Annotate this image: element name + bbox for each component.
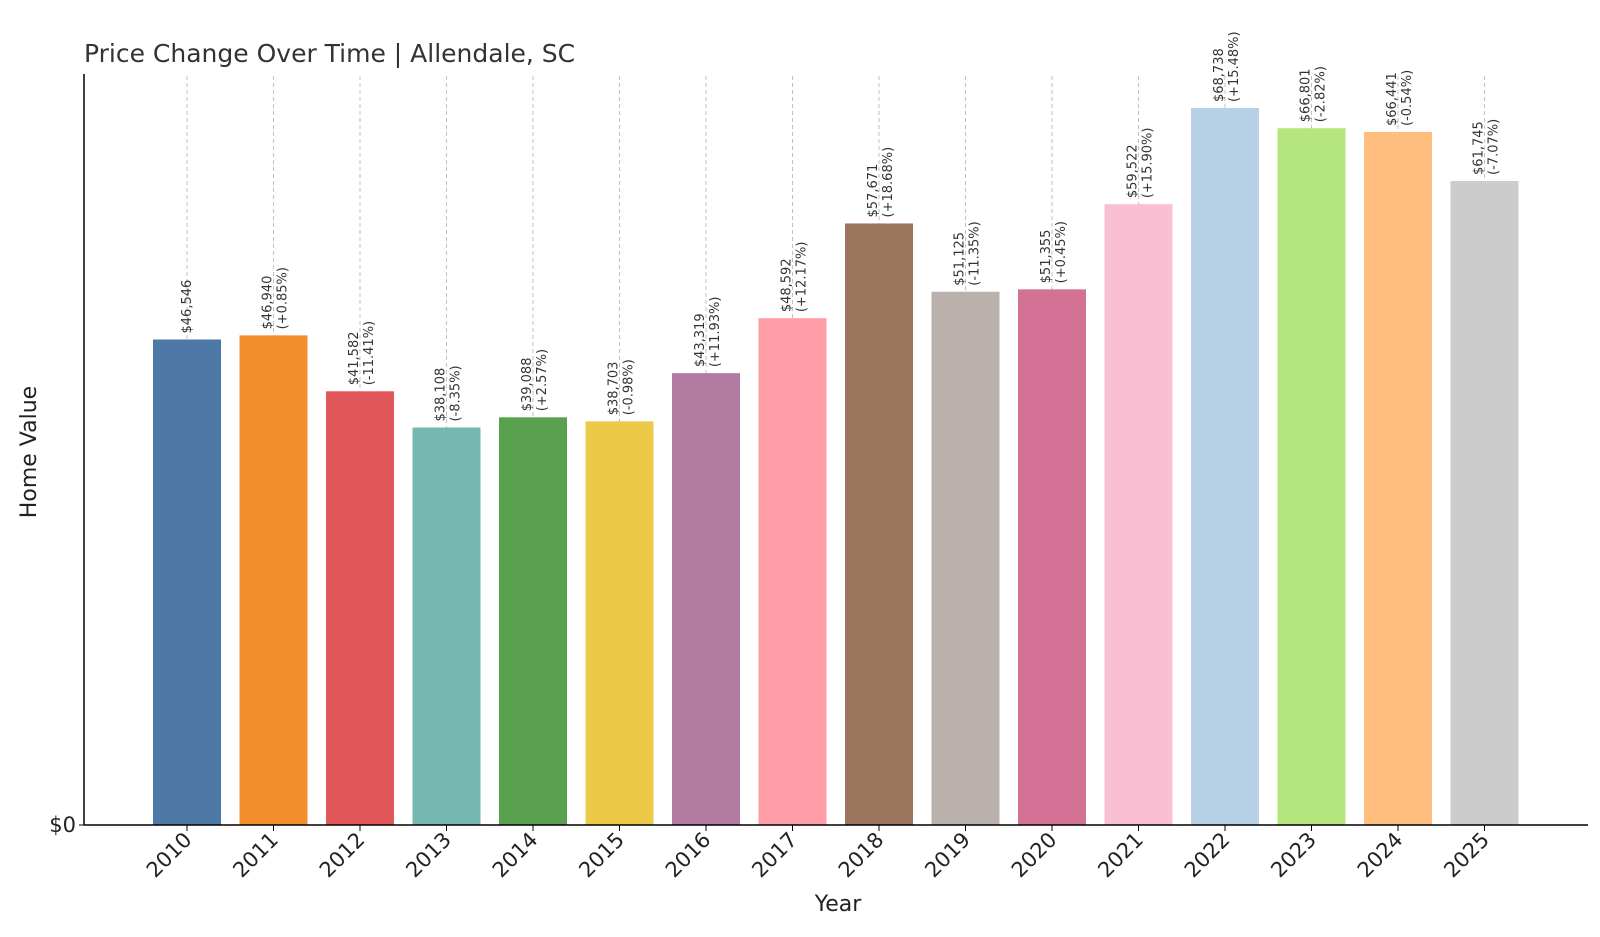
x-tick-label-2011: 2011 <box>228 828 283 883</box>
x-tick-label-2018: 2018 <box>834 828 889 883</box>
x-tick-label-2019: 2019 <box>920 828 975 883</box>
change-label-2011: (+0.85%) <box>276 267 291 329</box>
bar-2014 <box>499 417 567 825</box>
bar-2018 <box>845 223 913 826</box>
bars <box>153 108 1519 826</box>
change-label-2020: (+0.45%) <box>1054 221 1069 283</box>
x-tick-label-2021: 2021 <box>1093 828 1148 883</box>
value-label-2023: $66,801 <box>1299 68 1314 122</box>
x-axis-label: Year <box>814 892 863 917</box>
bar-2025 <box>1450 180 1519 826</box>
value-label-2012: $41,582 <box>347 332 362 386</box>
value-label-2017: $48,592 <box>780 258 795 312</box>
value-label-2019: $51,125 <box>953 232 968 286</box>
x-tick-label-2015: 2015 <box>574 828 629 883</box>
bar-2022 <box>1191 108 1259 825</box>
bar-2023 <box>1277 128 1346 825</box>
x-tick-label-2013: 2013 <box>401 828 456 883</box>
change-label-2015: (-0.98%) <box>622 359 637 415</box>
axes <box>83 74 1588 826</box>
x-tick-labels: 2010 2011 2012 2013 2014 2015 2016 2017 2018 2019… <box>142 825 1494 882</box>
x-tick-label-2020: 2020 <box>1007 828 1062 883</box>
value-label-2024: $66,441 <box>1385 72 1400 126</box>
change-label-2021: (+15.90%) <box>1141 128 1156 199</box>
x-tick-label-2012: 2012 <box>315 828 370 883</box>
change-label-2023: (-2.82%) <box>1314 66 1329 122</box>
value-label-2010: $46,546 <box>180 280 195 334</box>
change-label-2013: (-8.35%) <box>449 365 464 421</box>
bar-2020 <box>1018 289 1086 825</box>
bar-2015 <box>585 421 654 825</box>
bar-2012 <box>326 391 394 825</box>
x-tick-label-2016: 2016 <box>661 828 716 883</box>
value-label-2020: $51,355 <box>1039 230 1054 284</box>
bar-2013 <box>412 427 481 825</box>
value-label-2014: $39,088 <box>520 358 535 412</box>
bar-2019 <box>931 291 1000 825</box>
change-label-2014: (+2.57%) <box>535 349 550 411</box>
x-tick-label-2014: 2014 <box>488 828 543 883</box>
change-label-2017: (+12.17%) <box>795 242 810 313</box>
value-label-2015: $38,703 <box>607 362 622 416</box>
value-label-2018: $57,671 <box>866 164 881 218</box>
value-label-2016: $43,319 <box>693 313 708 367</box>
change-label-2018: (+18.68%) <box>881 147 896 218</box>
data-labels: $46,546 $46,940 (+0.85%) $41,582 (-11.41%) $3… <box>180 31 1502 421</box>
x-tick-label-2022: 2022 <box>1180 828 1235 883</box>
bar-2010 <box>153 339 221 825</box>
value-label-2011: $46,940 <box>261 276 276 330</box>
change-label-2019: (-11.35%) <box>968 221 983 285</box>
bar-2011 <box>239 335 308 825</box>
change-label-2024: (-0.54%) <box>1400 70 1415 126</box>
value-label-2021: $59,522 <box>1126 144 1141 198</box>
bar-2024 <box>1364 131 1432 825</box>
change-label-2022: (+15.48%) <box>1227 31 1242 102</box>
y-axis-label: Home Value <box>17 386 42 518</box>
bar-2016 <box>672 373 740 825</box>
value-label-2025: $61,745 <box>1472 121 1487 175</box>
bar-2021 <box>1104 204 1173 825</box>
bar-2017 <box>758 318 827 825</box>
change-label-2016: (+11.93%) <box>708 297 723 368</box>
x-tick-label-2017: 2017 <box>747 828 802 883</box>
x-tick-label-2023: 2023 <box>1266 828 1321 883</box>
x-tick-label-2010: 2010 <box>142 828 197 883</box>
value-label-2013: $38,108 <box>434 368 449 422</box>
change-label-2012: (-11.41%) <box>362 321 377 385</box>
x-tick-label-2024: 2024 <box>1353 828 1408 883</box>
change-label-2025: (-7.07%) <box>1487 119 1502 175</box>
chart-title: Price Change Over Time | Allendale, SC <box>84 39 575 68</box>
x-tick-label-2025: 2025 <box>1439 828 1494 883</box>
y-tick-labels: $0 <box>49 813 84 837</box>
y-tick-label: $0 <box>49 813 76 837</box>
value-label-2022: $68,738 <box>1212 48 1227 102</box>
